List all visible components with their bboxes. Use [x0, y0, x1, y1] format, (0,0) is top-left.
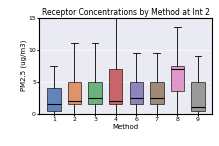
- PathPatch shape: [88, 82, 102, 104]
- PathPatch shape: [171, 66, 184, 91]
- PathPatch shape: [150, 82, 164, 104]
- Y-axis label: PM2.5 (ug/m3): PM2.5 (ug/m3): [20, 40, 27, 91]
- PathPatch shape: [129, 82, 143, 104]
- PathPatch shape: [191, 82, 205, 111]
- Title: Receptor Concentrations by Method at Int 2: Receptor Concentrations by Method at Int…: [42, 8, 210, 17]
- PathPatch shape: [47, 88, 60, 111]
- PathPatch shape: [109, 69, 122, 104]
- PathPatch shape: [68, 82, 81, 104]
- X-axis label: Method: Method: [113, 124, 139, 130]
